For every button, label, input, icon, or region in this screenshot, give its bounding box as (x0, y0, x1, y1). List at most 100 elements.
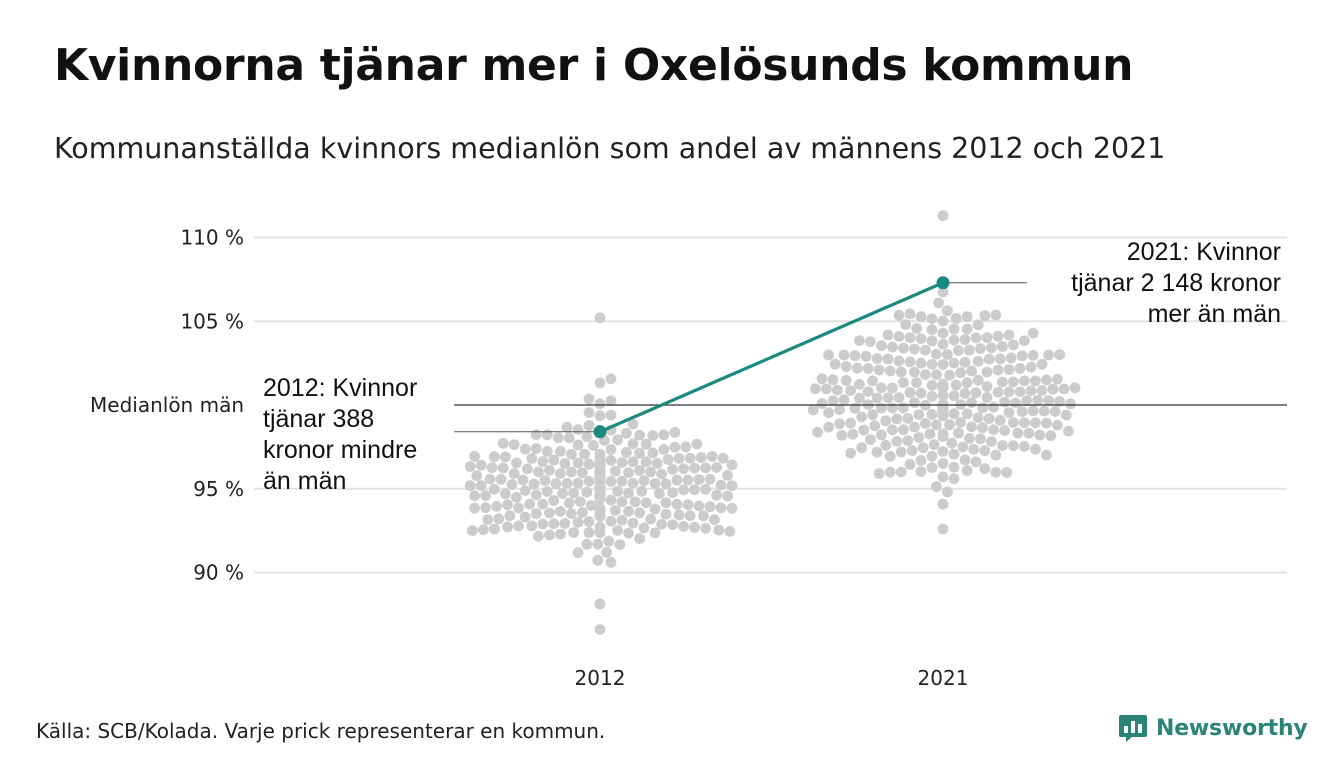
municipality-dot (882, 329, 894, 341)
municipality-dot (961, 377, 973, 389)
municipality-dot (634, 465, 645, 476)
municipality-dot (555, 528, 566, 540)
municipality-dot (706, 451, 718, 462)
y-tick-label: 110 % (180, 226, 244, 250)
municipality-dot (882, 392, 894, 404)
municipality-dot (623, 467, 634, 478)
municipality-dot (645, 466, 656, 478)
municipality-dot (594, 493, 606, 505)
municipality-dot (979, 310, 991, 321)
municipality-dot (678, 463, 689, 475)
municipality-dot (548, 454, 560, 466)
municipality-dot (920, 344, 931, 356)
municipality-dot (948, 357, 960, 369)
municipality-dot (581, 538, 593, 550)
municipality-dot (577, 507, 588, 518)
municipality-dot (623, 527, 634, 539)
annotation-line: kronor mindre (263, 436, 417, 464)
municipality-dot (858, 424, 870, 436)
municipality-dot (904, 459, 916, 470)
municipality-dot (484, 473, 496, 485)
municipality-dot (605, 557, 617, 568)
municipality-dot (816, 373, 828, 385)
municipality-dot (1012, 427, 1024, 439)
municipality-dot (583, 458, 595, 470)
municipality-dot (480, 502, 491, 514)
municipality-dot (552, 432, 564, 444)
municipality-dot (959, 356, 971, 368)
municipality-dot (891, 413, 903, 425)
municipality-dot (990, 309, 1002, 321)
municipality-dot (594, 448, 606, 460)
municipality-dot (931, 419, 942, 431)
municipality-dot (623, 487, 634, 499)
municipality-dot (873, 468, 885, 479)
municipality-dot (682, 474, 694, 486)
municipality-dot (605, 444, 617, 455)
annotation-line: tjänar 2 148 kronor (1071, 269, 1281, 297)
municipality-dot (638, 522, 650, 534)
municipality-dot (913, 409, 925, 420)
municipality-dot (513, 502, 524, 514)
municipality-dot (656, 468, 667, 480)
municipality-dot (548, 495, 560, 506)
municipality-dot (893, 392, 905, 403)
municipality-dot (627, 418, 639, 430)
municipality-dot (928, 439, 940, 450)
municipality-dot (489, 451, 500, 463)
municipality-dot (931, 348, 942, 360)
municipality-dot (464, 480, 476, 492)
municipality-dot (511, 491, 522, 503)
reference-line-group: Medianlön män (90, 393, 1287, 417)
annotation-2021: 2021: Kvinnor tjänar 2 148 kronor mer än m… (1071, 238, 1281, 328)
municipality-dot (684, 452, 696, 464)
municipality-dot (471, 470, 483, 482)
municipality-dot (1052, 419, 1063, 431)
municipality-dot (970, 387, 982, 399)
annotation-line: tjänar 388 (263, 405, 374, 433)
highlight-point (936, 276, 950, 290)
municipality-dot (583, 475, 595, 487)
municipality-dot (495, 474, 507, 485)
y-tick-label: 95 % (193, 477, 244, 501)
municipality-dot (854, 378, 865, 390)
municipality-dot (519, 443, 531, 455)
municipality-dot (1008, 339, 1019, 351)
municipality-dot (953, 345, 964, 356)
municipality-dot (508, 468, 520, 479)
municipality-dot (1001, 467, 1013, 478)
municipality-dot (533, 466, 544, 478)
municipality-dot (684, 510, 696, 522)
municipality-dot (519, 485, 531, 496)
municipality-dot (583, 516, 595, 528)
municipality-dot (942, 486, 953, 498)
municipality-dot (563, 432, 575, 444)
municipality-dot (955, 417, 966, 428)
municipality-dot (634, 533, 645, 545)
municipality-dot (1016, 350, 1028, 362)
municipality-dot (704, 473, 716, 485)
municipality-dot (990, 466, 1002, 478)
municipality-dot (966, 397, 977, 409)
municipality-dot (581, 431, 593, 442)
municipality-dot (649, 527, 661, 539)
municipality-dot (926, 391, 938, 402)
municipality-dot (884, 450, 896, 462)
municipality-dot (500, 488, 511, 500)
municipality-dot (550, 478, 562, 489)
municipality-dot (851, 362, 863, 374)
municipality-dot (1054, 349, 1065, 361)
municipality-dot (658, 444, 670, 455)
municipality-dot (493, 513, 505, 525)
municipality-dot (937, 210, 949, 222)
municipality-dot (1019, 417, 1030, 429)
municipality-dot (678, 484, 689, 496)
municipality-dot (478, 524, 489, 536)
municipality-dot (559, 458, 571, 469)
municipality-dot (876, 382, 887, 394)
municipality-dot (640, 456, 652, 468)
brand-logo[interactable]: Newsworthy (1118, 713, 1308, 743)
municipality-dot (506, 479, 518, 490)
brand-name: Newsworthy (1156, 715, 1308, 741)
x-tick-label: 2021 (918, 666, 969, 690)
